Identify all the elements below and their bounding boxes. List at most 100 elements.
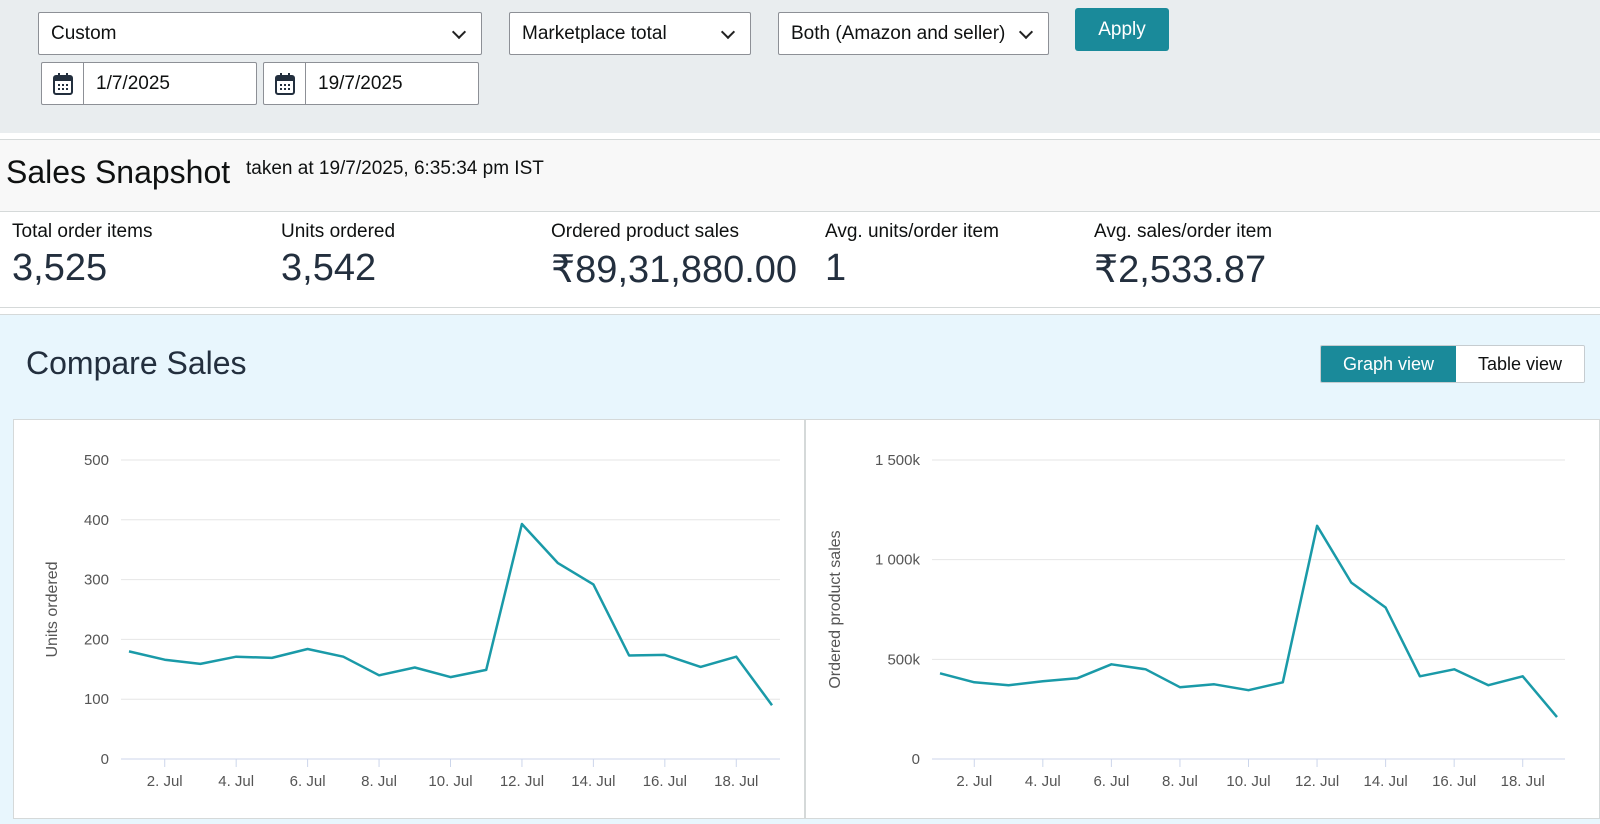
calendar-icon[interactable] [264,63,306,104]
x-tick-label: 10. Jul [1226,773,1270,790]
data-point[interactable] [1553,713,1561,721]
marketplace-select[interactable]: Marketplace total [509,12,751,55]
data-point[interactable] [1245,686,1253,694]
date-from-value: 1/7/2025 [96,72,170,94]
data-point[interactable] [518,520,526,528]
data-point[interactable] [697,663,705,671]
data-point[interactable] [589,580,597,588]
x-tick-label: 4. Jul [1025,773,1061,790]
data-point[interactable] [1450,665,1458,673]
data-point[interactable] [625,652,633,660]
chevron-down-icon [1018,26,1034,42]
date-to-field[interactable]: 19/7/2025 [263,62,479,105]
calendar-icon[interactable] [42,63,84,104]
table-view-button[interactable]: Table view [1456,346,1584,382]
graph-view-button[interactable]: Graph view [1321,346,1456,382]
data-point[interactable] [447,673,455,681]
fulfilment-select[interactable]: Both (Amazon and seller) [778,12,1049,55]
ordered-product-sales-chart-panel: 0 500k 1 000k 1 500k 2. Jul 4. Jul 6. Jul 8. Ju… [805,419,1600,819]
data-point[interactable] [1416,672,1424,680]
data-point[interactable] [1005,681,1013,689]
data-point[interactable] [375,671,383,679]
compare-sales-section: Compare Sales Graph view Table view 0 100… [0,314,1600,824]
metric-value: ₹89,31,880.00 [551,249,798,291]
x-tick-label: 14. Jul [1364,773,1408,790]
data-point[interactable] [1382,604,1390,612]
x-tick-label: 12. Jul [1295,773,1339,790]
chevron-down-icon [720,26,736,42]
x-tick-label: 8. Jul [1162,773,1198,790]
metric-value: 1 [825,247,847,289]
filter-bar: Custom Marketplace total Both (Amazon an… [0,0,1600,133]
x-tick-label: 6. Jul [1093,773,1129,790]
data-point[interactable] [161,656,169,664]
metric-label: Total order items [12,221,153,242]
data-point[interactable] [232,653,240,661]
ordered-product-sales-chart: 0 500k 1 000k 1 500k 2. Jul 4. Jul 6. Jul 8. Ju… [827,452,1565,790]
data-point[interactable] [339,653,347,661]
metric-value: 3,525 [12,247,108,289]
data-point[interactable] [732,653,740,661]
data-point[interactable] [411,664,419,672]
data-point[interactable] [661,651,669,659]
snapshot-timestamp: taken at 19/7/2025, 6:35:34 pm IST [246,158,544,179]
date-range-select[interactable]: Custom [38,12,482,55]
data-point[interactable] [1347,579,1355,587]
x-tick-label: 12. Jul [500,773,544,790]
metric-avg-sales-per-order-item: Avg. sales/order item ₹2,533.87 [1094,221,1272,292]
y-tick-label: 300 [84,572,109,589]
y-tick-label: 400 [84,512,109,529]
x-tick-label: 8. Jul [361,773,397,790]
metric-value: 3,542 [281,247,377,289]
x-tick-label: 16. Jul [643,773,687,790]
data-point[interactable] [768,701,776,709]
apply-button[interactable]: Apply [1075,8,1169,51]
y-axis-label: Ordered product sales [827,530,844,688]
data-point[interactable] [1484,681,1492,689]
data-point[interactable] [268,654,276,662]
data-point[interactable] [482,666,490,674]
data-point[interactable] [1107,660,1115,668]
snapshot-metrics: Total order items 3,525 Units ordered 3,… [0,213,1600,308]
x-tick-label: 2. Jul [147,773,183,790]
units-ordered-chart: 0 100 200 300 400 500 2. Jul 4. Jul 6. Jul 8. Jul… [44,452,780,790]
data-point[interactable] [1313,522,1321,530]
y-tick-label: 1 500k [875,452,921,469]
x-tick-label: 2. Jul [956,773,992,790]
data-point[interactable] [1519,672,1527,680]
data-point[interactable] [1279,678,1287,686]
data-point[interactable] [1210,680,1218,688]
series-line [939,524,1558,718]
data-point[interactable] [554,559,562,567]
x-tick-label: 18. Jul [1501,773,1545,790]
data-point[interactable] [1176,683,1184,691]
metric-label: Avg. units/order item [825,221,999,242]
date-from-field[interactable]: 1/7/2025 [41,62,257,105]
marketplace-value: Marketplace total [522,22,667,44]
sales-snapshot-header: Sales Snapshot taken at 19/7/2025, 6:35:… [0,139,1600,212]
x-tick-label: 4. Jul [218,773,254,790]
data-point[interactable] [936,669,944,677]
metric-label: Ordered product sales [551,221,739,242]
y-tick-label: 100 [84,691,109,708]
data-point[interactable] [970,678,978,686]
data-point[interactable] [1142,665,1150,673]
metric-label: Units ordered [281,221,396,242]
y-tick-label: 1 000k [875,552,921,569]
x-tick-label: 6. Jul [290,773,326,790]
data-point[interactable] [1039,677,1047,685]
data-point[interactable] [196,660,204,668]
data-point[interactable] [1073,674,1081,682]
metric-units-ordered: Units ordered 3,542 [281,221,395,290]
compare-sales-title: Compare Sales [26,345,247,381]
metric-ordered-product-sales: Ordered product sales ₹89,31,880.00 [551,221,797,292]
x-tick-label: 10. Jul [428,773,472,790]
date-range-value: Custom [51,22,117,44]
units-ordered-chart-panel: 0 100 200 300 400 500 2. Jul 4. Jul 6. Jul 8. Jul… [13,419,805,819]
page-title: Sales Snapshot [6,154,231,190]
data-point[interactable] [304,645,312,653]
metric-avg-units-per-order-item: Avg. units/order item 1 [825,221,999,290]
data-point[interactable] [125,647,133,655]
date-to-value: 19/7/2025 [318,72,403,94]
view-toggle: Graph view Table view [1320,345,1585,383]
